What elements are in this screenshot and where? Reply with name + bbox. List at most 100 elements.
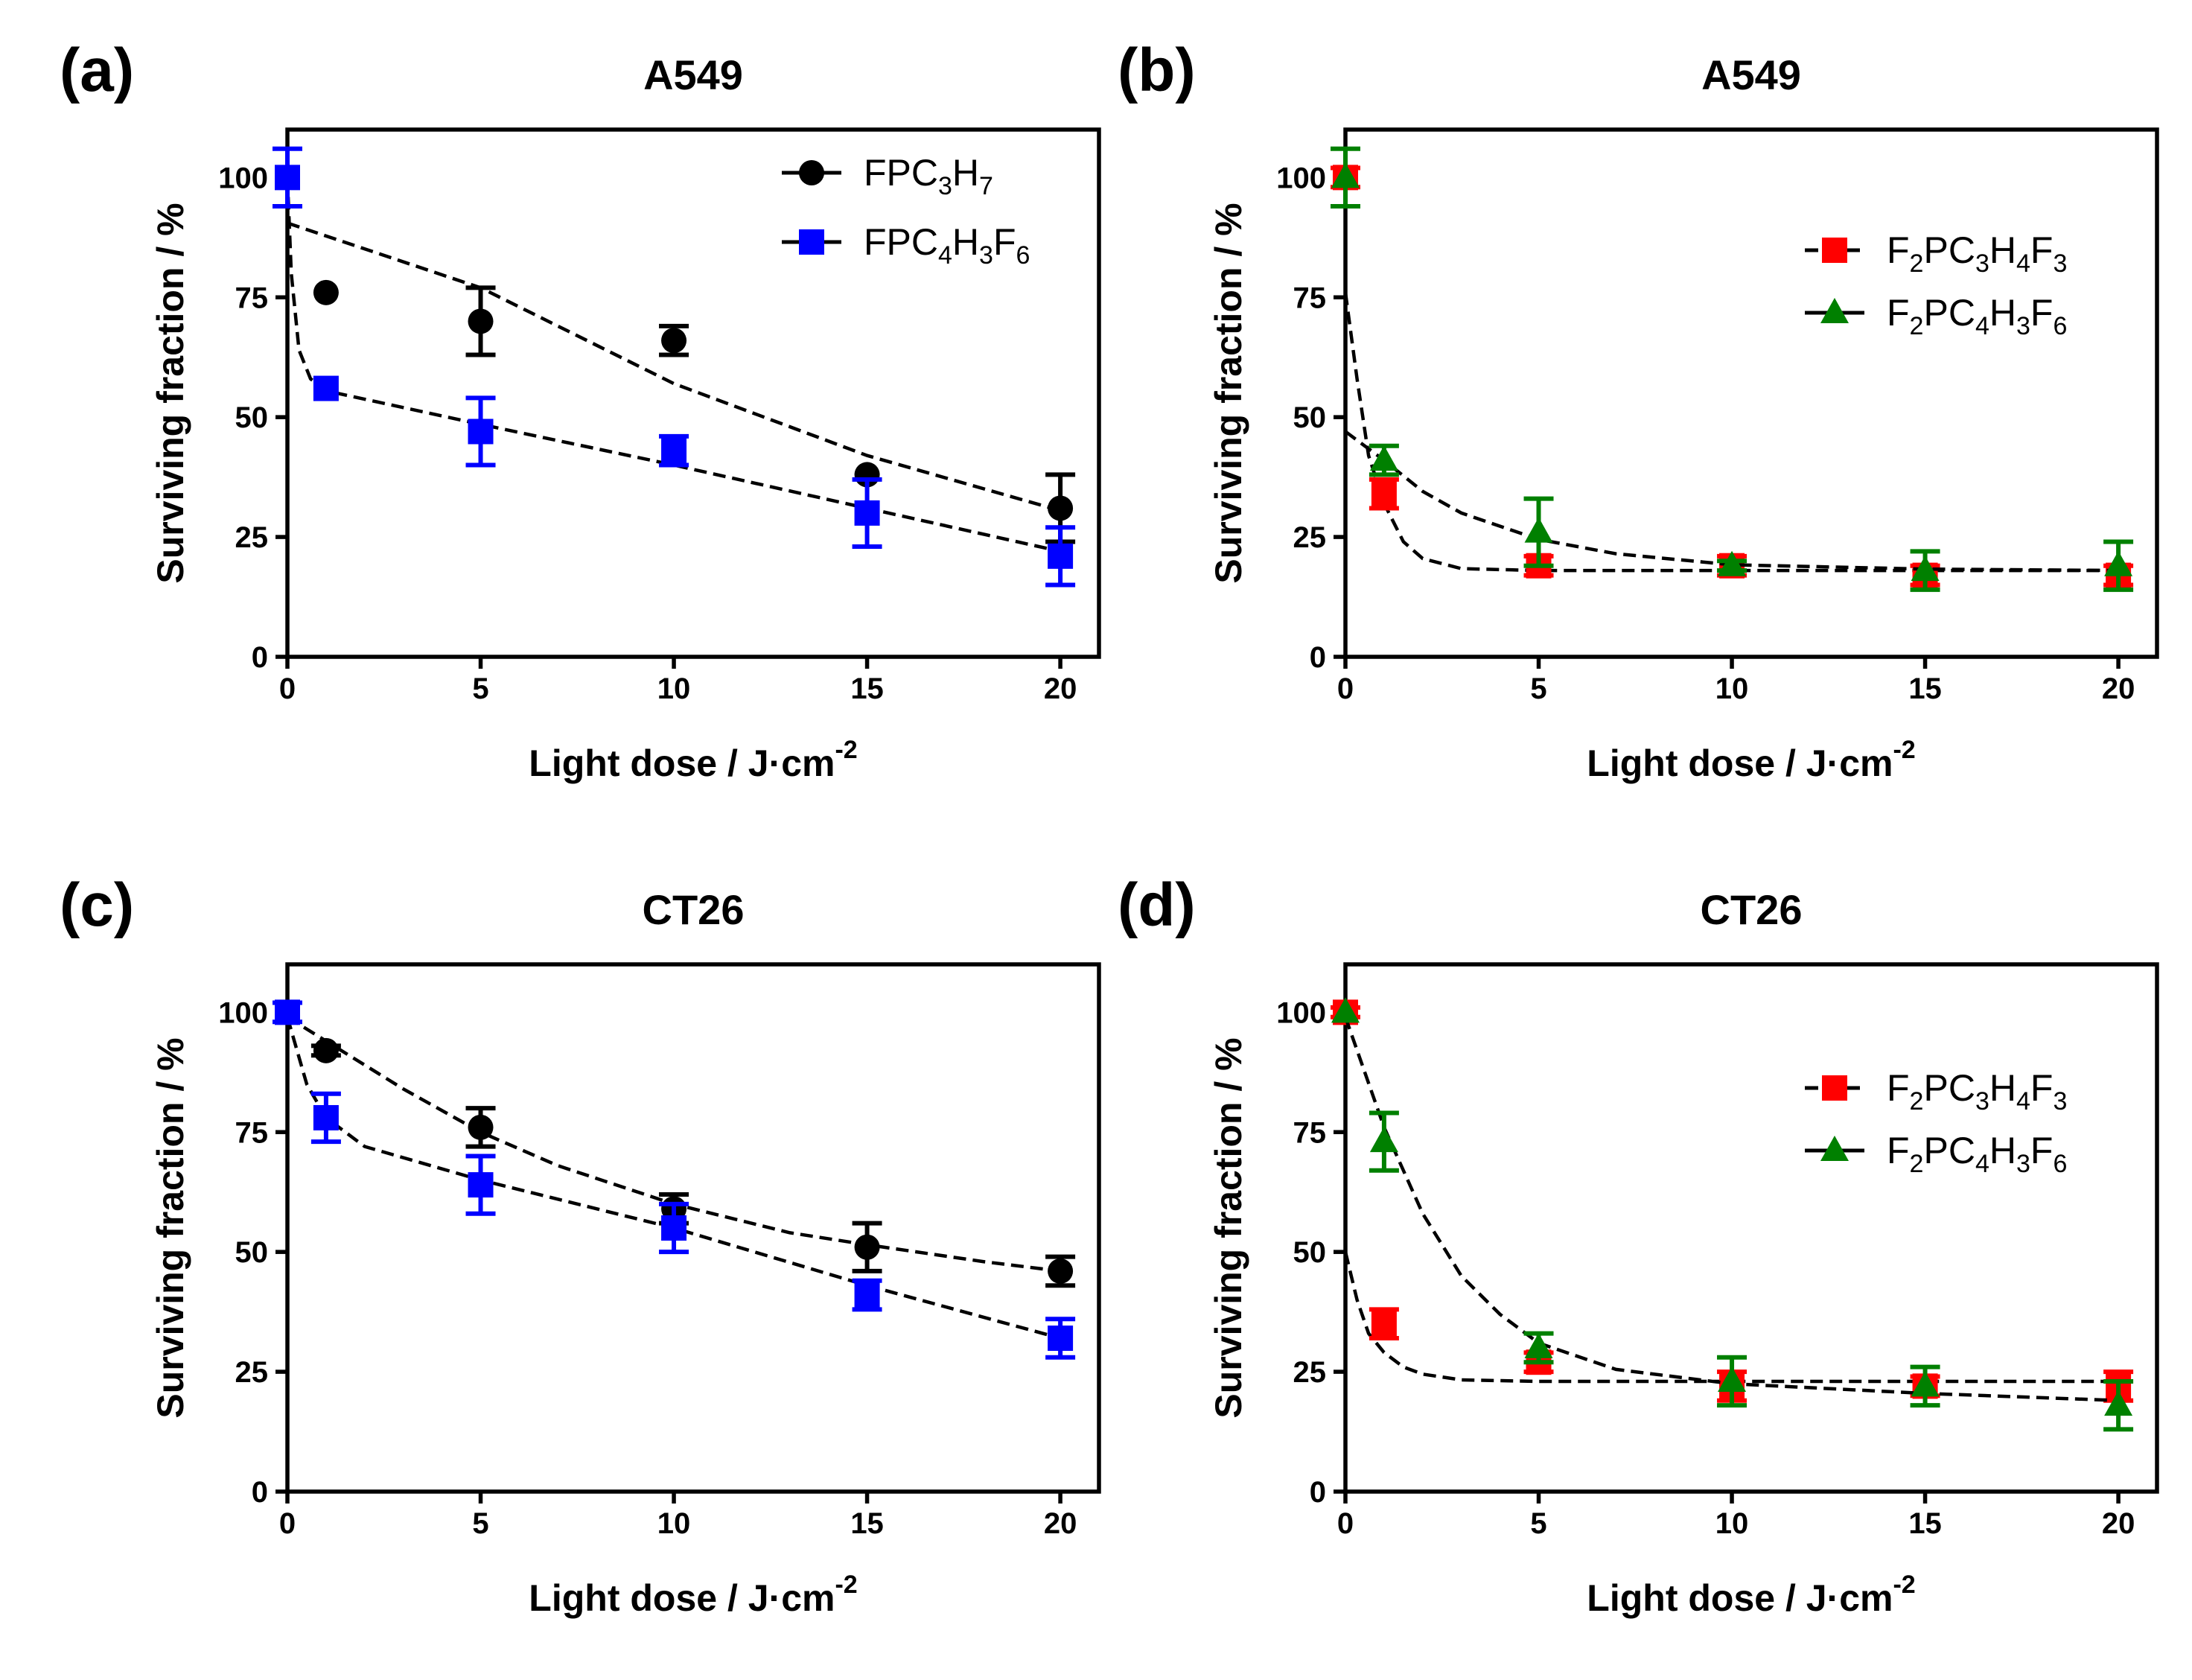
chart-title: A549 — [643, 51, 743, 98]
data-point — [1718, 1366, 1747, 1392]
legend-marker — [1822, 1075, 1847, 1101]
x-axis-title-text: Light dose / J·cm — [1587, 1577, 1893, 1619]
data-point — [1524, 517, 1553, 543]
y-tick-label: 100 — [218, 996, 268, 1029]
x-tick-label: 0 — [1337, 1507, 1354, 1540]
legend-label-part: PC — [1923, 1130, 1975, 1171]
legend-label-part: H — [952, 152, 979, 194]
y-tick-label: 75 — [235, 281, 269, 314]
legend-label-part: F — [1887, 292, 1910, 334]
data-point — [661, 438, 687, 464]
x-axis-title: Light dose / J·cm-2 — [529, 1571, 857, 1619]
y-tick-label: 25 — [235, 521, 269, 554]
chart-panel-3: 0 5 10 15 20 0 25 50 75 100 CT26 (c) Light dose / J·… — [60, 871, 1101, 1619]
legend-label: F2PC4H3F6 — [1887, 292, 2067, 340]
y-tick-label: 75 — [1293, 281, 1327, 314]
data-point — [275, 999, 300, 1025]
legend-label-part: 6 — [2053, 312, 2067, 340]
plot-frame — [1343, 127, 2159, 659]
series-F2PC4H3F6 — [1331, 997, 2134, 1432]
data-point — [313, 279, 339, 305]
x-axis-title-text: Light dose / J·cm — [529, 742, 835, 784]
legend-label-part: 3 — [979, 241, 993, 270]
x-axis-title: Light dose / J·cm-2 — [529, 736, 857, 784]
x-tick-label: 5 — [472, 1507, 488, 1540]
data-point — [661, 328, 687, 354]
data-point — [854, 500, 880, 526]
y-tick-label: 75 — [235, 1116, 269, 1149]
data-point — [1524, 1332, 1553, 1358]
legend-label: F2PC4H3F6 — [1887, 1130, 2067, 1178]
x-tick-label: 20 — [2102, 672, 2135, 705]
series-F2PC3H4F3 — [1331, 999, 2134, 1403]
legend-label-part: 2 — [1910, 1150, 1924, 1178]
x-tick-label: 15 — [1908, 1507, 1942, 1540]
data-point — [468, 419, 494, 445]
data-point — [313, 1037, 339, 1063]
chart-title: CT26 — [1701, 886, 1803, 933]
data-point — [313, 1104, 339, 1130]
panel-label: (d) — [1118, 871, 1196, 939]
series-FPC4H3F6 — [273, 146, 1076, 588]
plot-frame — [285, 127, 1101, 659]
legend-label: F2PC3H4F3 — [1887, 229, 2067, 278]
x-tick-label: 5 — [472, 672, 488, 705]
data-point — [1048, 1326, 1074, 1352]
fit-curve-F2PC4H3F6 — [1343, 1016, 2119, 1402]
data-point — [1718, 550, 1747, 576]
legend-label-part: FPC — [864, 152, 938, 194]
series-FPC4H3F6 — [273, 999, 1076, 1360]
x-tick-label: 0 — [1337, 672, 1354, 705]
fit-curve-FPC4H3F6 — [285, 1016, 1061, 1340]
series-F2PC4H3F6 — [1331, 146, 2134, 592]
legend-marker — [1820, 1136, 1849, 1161]
legend-label-part: H — [1989, 229, 2016, 271]
legend-marker — [1822, 238, 1847, 263]
data-point — [1371, 481, 1397, 507]
chart-title: CT26 — [643, 886, 745, 933]
x-tick-label: 10 — [1715, 672, 1749, 705]
legend-label-part: 4 — [1975, 1150, 1989, 1178]
y-tick-label: 75 — [1293, 1116, 1327, 1149]
data-point — [1369, 445, 1398, 471]
x-tick-label: 15 — [1908, 672, 1942, 705]
plot-frame — [285, 962, 1101, 1494]
x-tick-label: 10 — [657, 1507, 691, 1540]
x-axis-title-exponent: -2 — [835, 1571, 857, 1599]
x-tick-label: 20 — [2102, 1507, 2135, 1540]
data-point — [1331, 162, 1360, 188]
panel-label: (c) — [60, 871, 134, 939]
legend-label-part: F — [1887, 1130, 1910, 1171]
legend-label-part: F — [2030, 229, 2054, 271]
x-axis-title-text: Light dose / J·cm — [1587, 742, 1893, 784]
data-point — [1048, 543, 1074, 569]
legend-marker — [799, 229, 824, 255]
legend-label-part: PC — [1923, 229, 1975, 271]
legend-label-part: 3 — [938, 172, 952, 200]
legend-label-part: 4 — [2016, 249, 2030, 278]
y-tick-label: 50 — [235, 401, 269, 434]
legend-label-part: FPC — [864, 221, 938, 263]
chart-title: A549 — [1701, 51, 1801, 98]
legend-label-part: 3 — [1975, 249, 1989, 278]
x-tick-label: 20 — [1044, 672, 1077, 705]
x-tick-label: 15 — [850, 1507, 884, 1540]
legend-label-part: F — [1887, 1067, 1910, 1109]
data-point — [1369, 1127, 1398, 1153]
x-tick-label: 0 — [279, 672, 296, 705]
legend-item-FPC4H3F6: FPC4H3F6 — [782, 221, 1030, 270]
legend: FPC3H7 FPC4H3F6 — [782, 152, 1030, 270]
y-tick-label: 25 — [1293, 1356, 1327, 1389]
data-point — [313, 375, 339, 401]
legend-label-part: 2 — [1910, 312, 1924, 340]
x-axis-title-text: Light dose / J·cm — [529, 1577, 835, 1619]
chart-panel-1: 0 5 10 15 20 0 25 50 75 100 A549 (a) Light dose / J·… — [60, 36, 1101, 784]
legend-label-part: 2 — [1910, 249, 1924, 278]
legend-label: FPC3H7 — [864, 152, 993, 200]
legend-label-part: H — [952, 221, 979, 263]
fit-curve-F2PC4H3F6 — [1344, 430, 2119, 573]
x-tick-label: 5 — [1530, 1507, 1546, 1540]
x-axis-title: Light dose / J·cm-2 — [1587, 1571, 1915, 1619]
y-tick-label: 25 — [1293, 521, 1327, 554]
